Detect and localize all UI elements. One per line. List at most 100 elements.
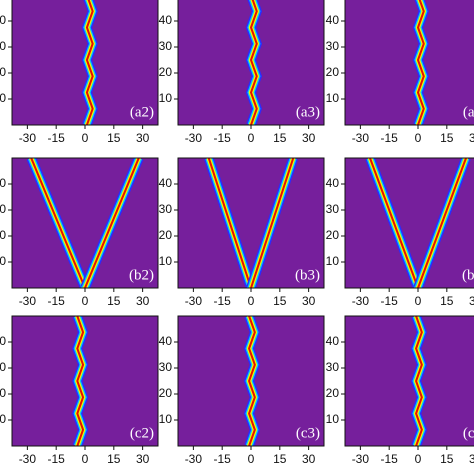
x-tick-label: 15 bbox=[273, 294, 287, 308]
heatmap-background bbox=[345, 0, 474, 125]
beam bbox=[248, 316, 256, 446]
beam-group bbox=[245, 0, 263, 125]
y-tick-label: 20 bbox=[0, 65, 6, 79]
y-tick-label: 40 bbox=[326, 334, 340, 348]
x-tick-label: 0 bbox=[248, 131, 255, 145]
y-tick-label: 30 bbox=[159, 39, 173, 53]
y-tick-label: 10 bbox=[326, 254, 340, 268]
y-tick-label: 40 bbox=[159, 176, 173, 190]
y-tick-label: 10 bbox=[159, 91, 173, 105]
y-tick-label: 30 bbox=[0, 39, 6, 53]
y-tick-label: 20 bbox=[326, 386, 340, 400]
x-tick-label: -15 bbox=[214, 131, 232, 145]
beam bbox=[207, 158, 252, 288]
y-tick-label: 30 bbox=[326, 360, 340, 374]
panel: -30 -15 0 15 30 10 20 30 40 (a3) bbox=[159, 0, 325, 145]
panel: -30 -15 0 15 30 10 20 30 40 (c4) bbox=[326, 315, 474, 466]
x-tick-label: 15 bbox=[440, 294, 454, 308]
x-tick-label: -30 bbox=[352, 294, 370, 308]
y-tick-label: 20 bbox=[326, 65, 340, 79]
x-tick-label: 30 bbox=[469, 294, 474, 308]
x-tick-label: 30 bbox=[136, 452, 150, 466]
beam bbox=[85, 0, 94, 125]
panel-label: (c2) bbox=[130, 425, 154, 441]
x-tick-label: 0 bbox=[415, 452, 422, 466]
x-tick-label: 0 bbox=[82, 452, 89, 466]
x-tick-label: 30 bbox=[302, 452, 316, 466]
x-tick-label: -30 bbox=[19, 452, 37, 466]
heatmap-background bbox=[345, 316, 474, 446]
x-tick-label: 30 bbox=[302, 294, 316, 308]
panel-label: (a4) bbox=[463, 104, 474, 120]
x-tick-label: 30 bbox=[469, 131, 474, 145]
x-tick-label: -15 bbox=[214, 294, 232, 308]
y-tick-label: 20 bbox=[159, 228, 173, 242]
y-tick-label: 40 bbox=[0, 176, 6, 190]
x-tick-label: 30 bbox=[136, 294, 150, 308]
x-tick-label: -15 bbox=[214, 452, 232, 466]
y-tick-label: 30 bbox=[326, 39, 340, 53]
panel: -30 -15 0 15 30 10 20 30 40 (b3) bbox=[159, 157, 325, 308]
x-tick-label: -30 bbox=[19, 294, 37, 308]
beam bbox=[30, 158, 86, 288]
beam-group bbox=[365, 158, 471, 288]
y-tick-label: 30 bbox=[159, 202, 173, 216]
x-tick-label: 0 bbox=[82, 131, 89, 145]
y-tick-label: 30 bbox=[0, 360, 6, 374]
y-tick-label: 10 bbox=[0, 254, 6, 268]
y-tick-label: 30 bbox=[0, 202, 6, 216]
x-tick-label: 15 bbox=[273, 131, 287, 145]
panel: -30 -15 0 15 30 10 20 30 40 (a4) bbox=[326, 0, 474, 145]
y-tick-label: 20 bbox=[326, 228, 340, 242]
y-tick-label: 20 bbox=[0, 228, 6, 242]
y-tick-label: 10 bbox=[326, 412, 340, 426]
y-tick-label: 40 bbox=[326, 176, 340, 190]
y-tick-label: 10 bbox=[0, 91, 6, 105]
x-tick-label: 15 bbox=[107, 131, 121, 145]
y-tick-label: 40 bbox=[0, 13, 6, 27]
panel-label: (a3) bbox=[296, 104, 320, 120]
y-tick-label: 40 bbox=[159, 334, 173, 348]
x-tick-label: -15 bbox=[48, 452, 66, 466]
beam-group bbox=[81, 0, 98, 125]
x-tick-label: -15 bbox=[381, 131, 399, 145]
heatmap-background bbox=[178, 158, 324, 288]
x-tick-label: 0 bbox=[82, 294, 89, 308]
panel: -30 -15 0 15 30 10 20 30 40 (c3) bbox=[159, 315, 325, 466]
y-tick-label: 20 bbox=[159, 65, 173, 79]
x-tick-label: 15 bbox=[273, 452, 287, 466]
beam bbox=[76, 316, 85, 446]
y-tick-label: 10 bbox=[0, 412, 6, 426]
x-tick-label: -30 bbox=[19, 131, 37, 145]
panel: -30 -15 0 15 30 10 20 30 40 (b4) bbox=[326, 157, 474, 308]
y-tick-label: 10 bbox=[159, 412, 173, 426]
panel-label: (b4) bbox=[462, 267, 474, 283]
beam-group bbox=[72, 316, 89, 446]
y-tick-label: 40 bbox=[0, 334, 6, 348]
beam-group bbox=[412, 0, 430, 125]
y-tick-label: 10 bbox=[159, 254, 173, 268]
x-tick-label: -30 bbox=[185, 294, 203, 308]
x-tick-label: 30 bbox=[136, 131, 150, 145]
x-tick-label: -15 bbox=[381, 452, 399, 466]
beam bbox=[250, 158, 295, 288]
beam bbox=[416, 0, 425, 125]
x-tick-label: 0 bbox=[248, 452, 255, 466]
y-tick-label: 40 bbox=[326, 13, 340, 27]
x-tick-label: -30 bbox=[185, 452, 203, 466]
y-tick-label: 10 bbox=[326, 91, 340, 105]
x-tick-label: 30 bbox=[302, 131, 316, 145]
beam bbox=[417, 158, 467, 288]
y-tick-label: 40 bbox=[159, 13, 173, 27]
beam-group bbox=[203, 158, 299, 288]
y-tick-label: 30 bbox=[326, 202, 340, 216]
x-tick-label: 0 bbox=[415, 131, 422, 145]
panel: -30 -15 0 15 30 10 20 30 40 (b2) bbox=[0, 157, 159, 308]
panel-label: (a2) bbox=[130, 104, 154, 120]
x-tick-label: 30 bbox=[469, 452, 474, 466]
x-tick-label: -15 bbox=[48, 294, 66, 308]
x-tick-label: -15 bbox=[48, 131, 66, 145]
x-tick-label: 15 bbox=[440, 452, 454, 466]
x-tick-label: 15 bbox=[440, 131, 454, 145]
